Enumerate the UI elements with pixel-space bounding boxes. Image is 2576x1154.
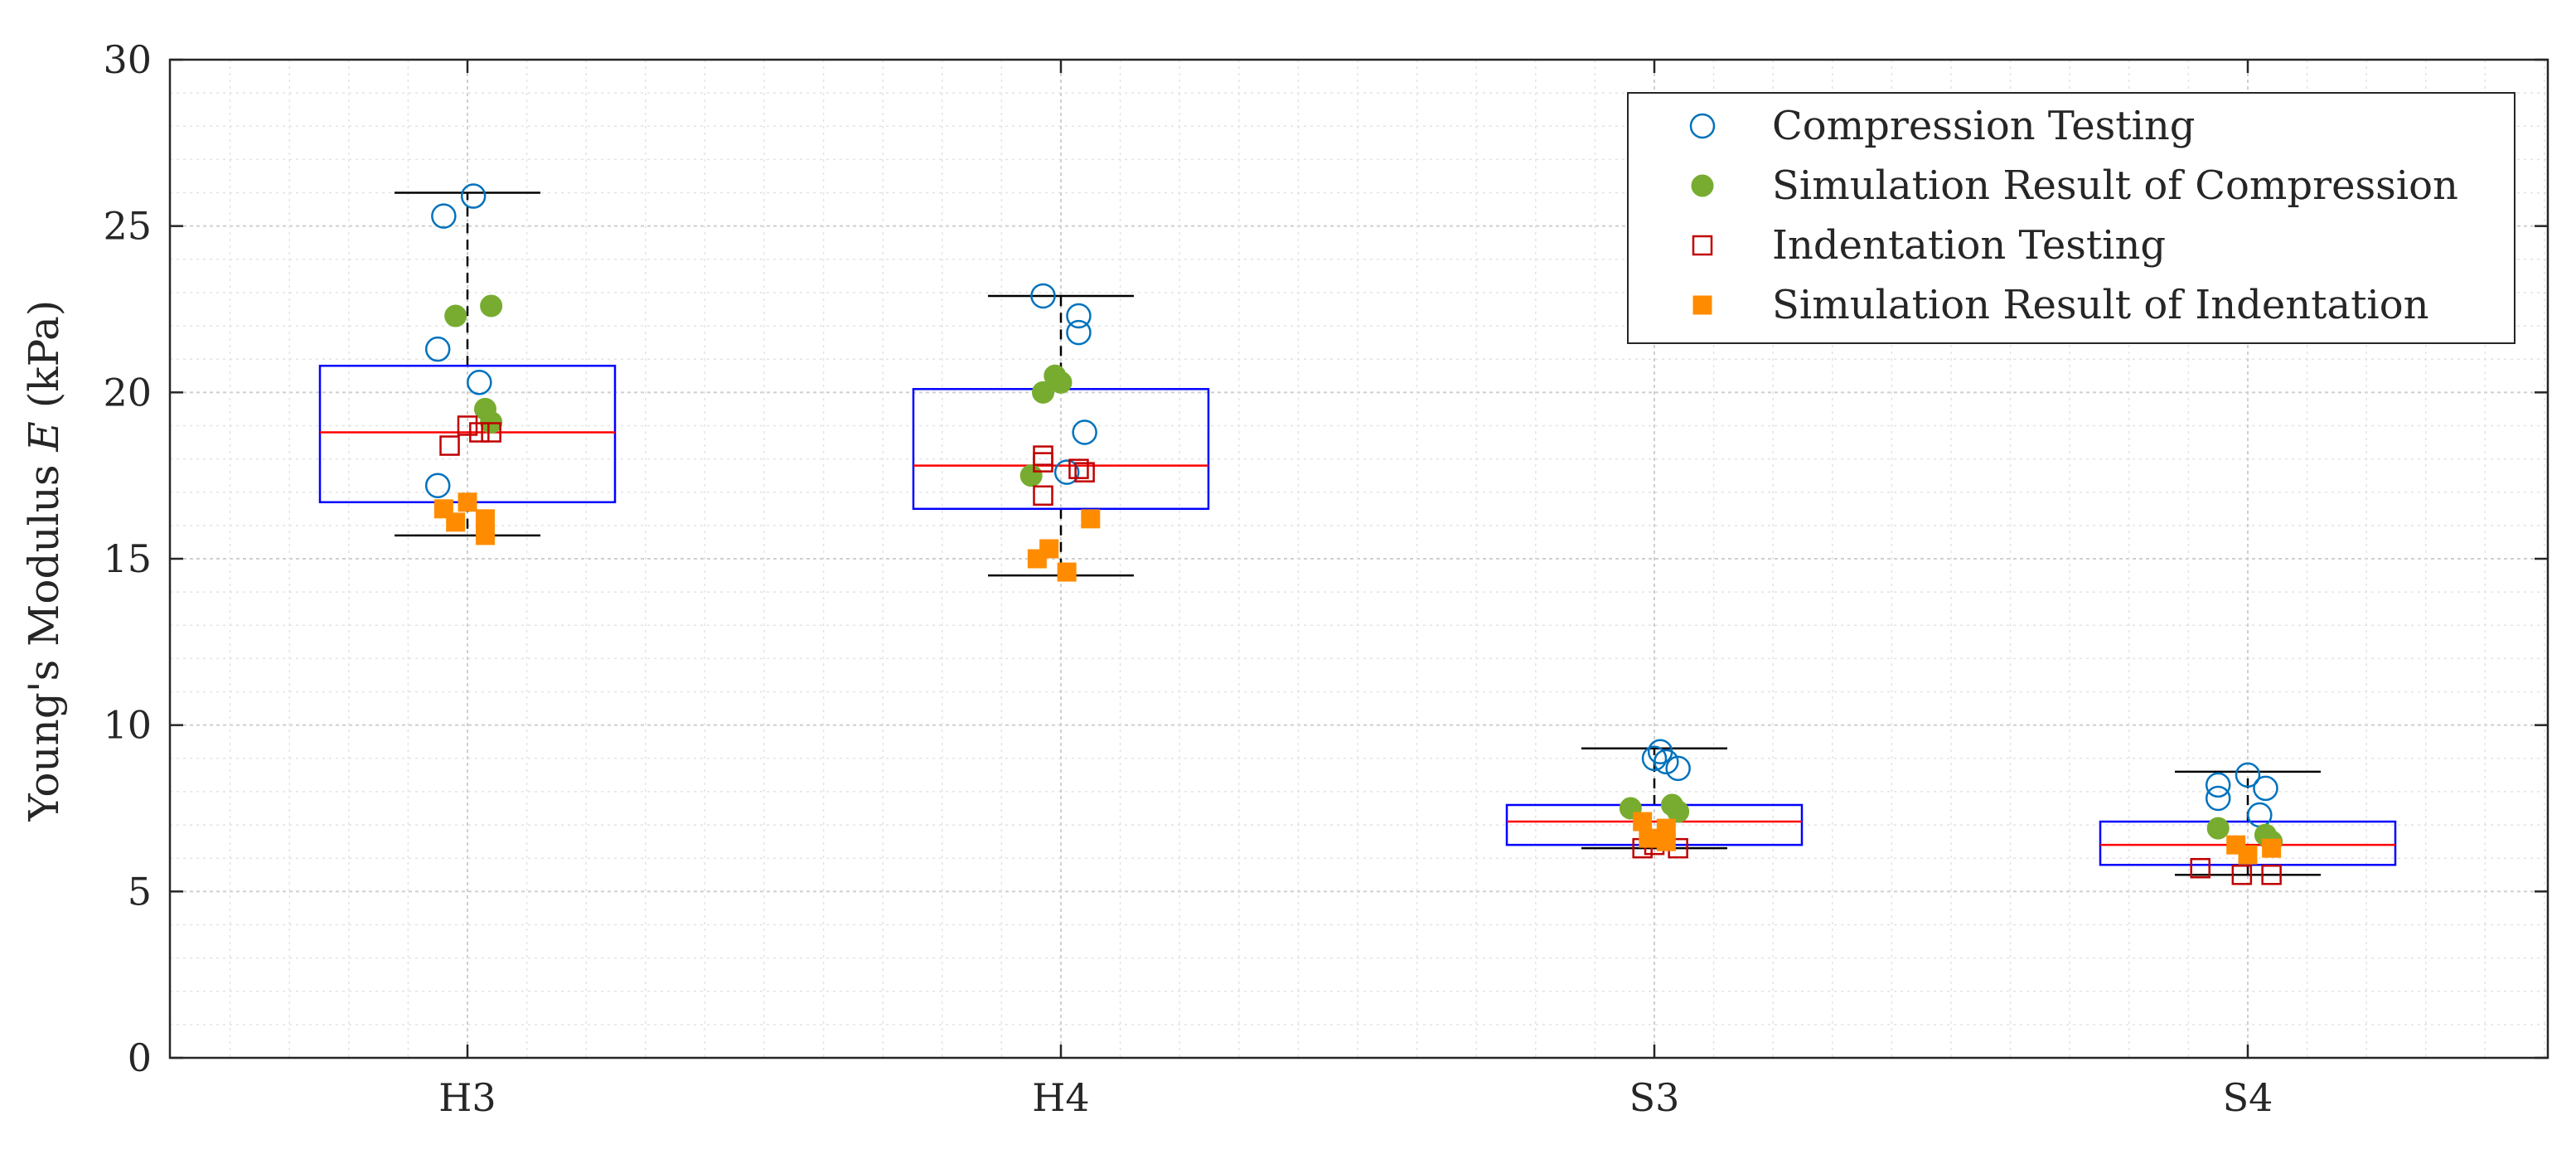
data-point — [1053, 459, 1080, 485]
data-point — [2247, 802, 2273, 828]
legend-entry: Simulation Result of Indentation — [1692, 282, 2429, 328]
data-point — [475, 526, 495, 545]
y-axis-label-prefix: Young's Modulus — [20, 452, 68, 822]
data-point — [1066, 303, 1092, 329]
data-point — [1656, 832, 1676, 851]
legend-label: Simulation Result of Indentation — [1772, 282, 2429, 328]
box-h3 — [318, 192, 617, 537]
data-point — [469, 422, 490, 443]
data-point — [446, 512, 466, 532]
data-point — [1633, 812, 1653, 832]
axis-ticks: 0 5 10 15 20 25 30 H3 H4 S3 S4 — [103, 37, 2548, 1120]
legend-entries: Compression Testing Simulation Result of … — [1689, 103, 2458, 328]
legend-entry: Compression Testing — [1689, 103, 2196, 149]
x-tick-label: H4 — [1032, 1075, 1089, 1120]
data-point — [2235, 762, 2261, 788]
data-point — [2190, 857, 2210, 879]
data-point — [1057, 562, 1077, 582]
data-point — [467, 370, 492, 395]
data-point — [2206, 817, 2230, 840]
data-point — [1066, 319, 1092, 346]
data-point — [2231, 865, 2253, 885]
data-point — [480, 294, 503, 318]
data-point — [424, 473, 451, 498]
legend-marker — [1692, 235, 1713, 256]
legend-marker — [1689, 113, 1716, 139]
legend-label: Indentation Testing — [1772, 222, 2166, 269]
y-tick-label: 20 — [103, 370, 152, 415]
y-axis-label: Young's Modulus E (kPa) — [20, 300, 68, 822]
y-tick-label: 5 — [128, 869, 152, 914]
data-point — [2205, 785, 2231, 812]
series-filled-circle — [444, 294, 2283, 853]
data-point — [1033, 445, 1053, 466]
x-tick-label: S3 — [1629, 1075, 1680, 1120]
data-point — [431, 203, 457, 229]
data-point — [1654, 749, 1679, 775]
y-axis-label-suffix: (kPa) — [20, 300, 68, 421]
data-point — [1665, 755, 1691, 782]
legend-marker — [1692, 295, 1712, 315]
data-point — [458, 492, 477, 512]
y-tick-label: 30 — [103, 37, 152, 82]
data-point — [460, 183, 487, 209]
y-tick-label: 25 — [103, 204, 152, 249]
data-point — [1030, 283, 1056, 309]
data-point — [1049, 371, 1073, 394]
legend-box — [1627, 92, 2515, 344]
data-point — [1667, 800, 1690, 823]
series-open-circle — [424, 183, 2278, 828]
data-point — [2261, 865, 2282, 885]
legend: Compression Testing Simulation Result of … — [1627, 92, 2515, 344]
series-open-square — [439, 415, 2282, 885]
y-tick-label: 0 — [128, 1035, 152, 1080]
legend-label: Compression Testing — [1772, 103, 2196, 149]
data-point — [1068, 458, 1089, 479]
data-point — [2253, 775, 2278, 802]
data-point — [2205, 772, 2231, 798]
data-point — [1019, 464, 1043, 487]
legend-marker — [1691, 174, 1714, 197]
box-plots — [318, 192, 2397, 876]
series-filled-square — [433, 492, 2282, 865]
data-point — [481, 422, 501, 443]
data-point — [1072, 419, 1097, 445]
data-point — [1641, 745, 1668, 772]
box-h4 — [912, 294, 1210, 577]
data-point — [475, 509, 495, 529]
legend-entry: Simulation Result of Compression — [1691, 162, 2458, 209]
legend-entry: Indentation Testing — [1692, 222, 2166, 269]
data-point — [1033, 485, 1053, 506]
data-point — [1639, 828, 1658, 848]
data-point — [1039, 539, 1059, 559]
data-point — [1032, 381, 1055, 404]
data-point — [2262, 838, 2282, 858]
data-point — [439, 435, 460, 456]
data-point — [2238, 845, 2258, 865]
data-point — [1074, 462, 1095, 482]
data-point — [424, 336, 451, 362]
y-tick-label: 10 — [103, 703, 152, 748]
x-tick-label: S4 — [2223, 1075, 2273, 1120]
y-axis-label-symbol: E — [20, 421, 68, 453]
y-tick-label: 15 — [103, 536, 152, 581]
legend-label: Simulation Result of Compression — [1772, 162, 2458, 209]
x-tick-label: H3 — [438, 1075, 496, 1120]
data-point — [457, 415, 478, 436]
data-points — [424, 183, 2283, 885]
data-point — [1081, 509, 1101, 529]
data-point — [444, 304, 467, 327]
